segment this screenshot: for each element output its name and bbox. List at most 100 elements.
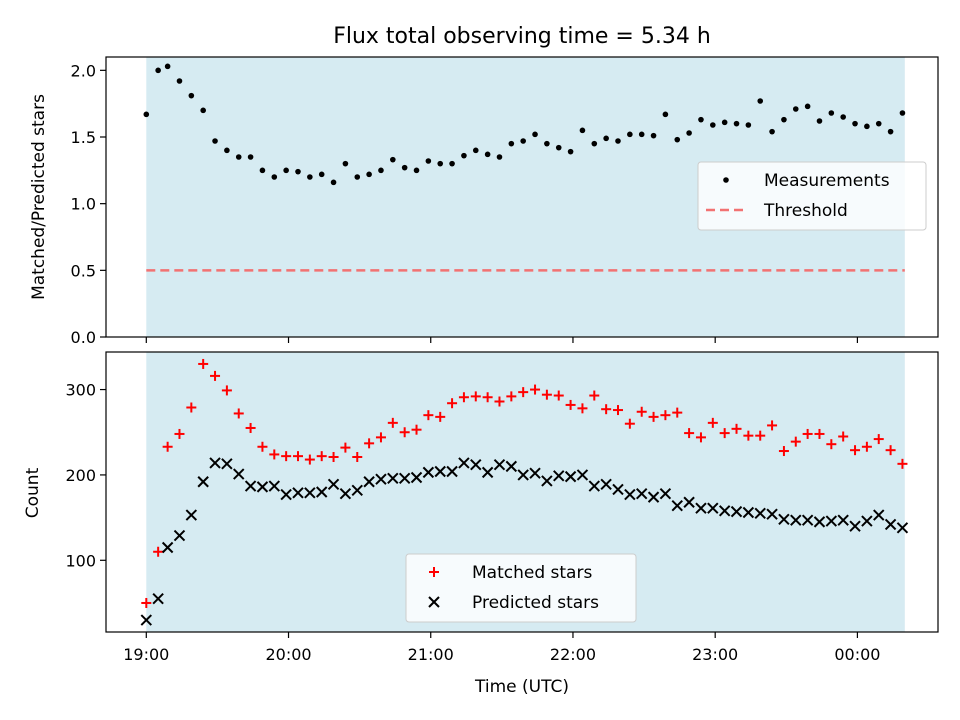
measurement-point (579, 127, 586, 134)
legend-box (405, 553, 637, 623)
matched-star-point (375, 432, 386, 443)
predicted-star-point (707, 502, 719, 514)
matched-star-point (897, 458, 908, 469)
measurement-point (283, 167, 289, 174)
measurement-point (603, 135, 609, 142)
count-y-tick-label: 200 (65, 466, 96, 485)
predicted-star-point (884, 518, 897, 531)
matched-star-point (304, 454, 315, 465)
predicted-star-point (363, 476, 375, 488)
predicted-star-point (564, 470, 577, 483)
matched-star-point (257, 441, 268, 452)
measurement-point (781, 116, 787, 123)
measurement-point (638, 131, 645, 138)
predicted-star-point (197, 476, 209, 488)
predicted-star-point (398, 472, 411, 485)
matched-star-point (731, 423, 742, 434)
matched-star-point (743, 430, 754, 441)
predicted-star-point (778, 513, 790, 526)
predicted-star-point (327, 478, 340, 491)
matched-star-point (470, 391, 481, 402)
predicted-star-point (481, 466, 494, 479)
predicted-star-point (233, 468, 245, 480)
x-axis-label: Time (UTC) (474, 677, 569, 697)
predicted-star-point (861, 515, 873, 527)
measurement-point (318, 171, 325, 178)
matched-star-point (281, 451, 292, 462)
x-tick-label: 00:00 (834, 645, 880, 664)
measurement-point (212, 138, 218, 144)
measurement-point (259, 167, 266, 174)
matched-star-point (684, 428, 695, 439)
measurement-point (792, 106, 799, 112)
matched-star-point (790, 436, 801, 447)
predicted-star-point (351, 484, 363, 496)
legend-label: Matched stars (472, 563, 592, 583)
predicted-star-point (375, 473, 387, 485)
legend-swatch (428, 596, 440, 608)
matched-star-point (518, 387, 529, 398)
predicted-star-point (896, 522, 909, 534)
matched-star-point (707, 417, 718, 428)
measurement-point (354, 174, 361, 180)
matched-star-point (672, 407, 683, 418)
count-y-tick-label: 300 (65, 381, 96, 400)
predicted-star-point (742, 506, 755, 519)
measurement-point (330, 179, 337, 186)
matched-star-point (850, 445, 861, 456)
predicted-star-point (553, 470, 565, 482)
ratio-y-tick-label: 0.5 (71, 261, 96, 280)
measurement-point (745, 122, 752, 128)
predicted-star-point (268, 480, 281, 492)
measurement-point (247, 154, 254, 160)
measurement-point (390, 156, 396, 163)
x-tick-label: 23:00 (692, 645, 738, 664)
predicted-star-point (339, 488, 352, 500)
measurement-point (366, 171, 372, 178)
measurement-point (769, 128, 775, 135)
predicted-star-point (422, 466, 435, 479)
matched-star-point (613, 405, 623, 416)
matched-star-point (755, 430, 766, 441)
predicted-star-point (152, 593, 164, 605)
predicted-star-point (624, 488, 636, 501)
measurement-point (271, 174, 278, 180)
ratio-y-tick-label: 1.0 (71, 195, 96, 214)
matched-star-point (826, 439, 837, 450)
matched-star-point (364, 438, 375, 449)
measurement-point (899, 110, 906, 116)
matched-star-point (221, 385, 232, 396)
matched-star-point (141, 597, 152, 608)
measurement-point (674, 136, 681, 143)
predicted-star-point (635, 488, 648, 500)
measurement-point (840, 114, 846, 120)
measurement-point (532, 131, 538, 138)
measurement-point (804, 103, 811, 110)
legend-label: Measurements (764, 171, 890, 191)
measurement-point (176, 78, 183, 84)
measurement-point (662, 111, 669, 118)
count-y-tick-label: 100 (65, 551, 96, 570)
predicted-star-point (209, 457, 221, 469)
matched-star-point (624, 418, 635, 429)
matched-star-point (316, 451, 327, 462)
measurement-point (449, 160, 455, 167)
predicted-star-point (837, 514, 849, 526)
predicted-star-point (185, 509, 198, 521)
matched-star-point (577, 403, 588, 414)
predicted-star-point (671, 499, 683, 512)
measurement-point (155, 67, 161, 74)
x-tick-label: 22:00 (550, 645, 596, 664)
measurement-point (307, 174, 313, 180)
matched-star-point (245, 422, 256, 433)
matched-star-point (423, 410, 434, 421)
predicted-star-point (304, 487, 316, 499)
predicted-star-point (730, 505, 743, 518)
matched-star-point (802, 428, 813, 439)
predicted-star-point (718, 505, 731, 517)
measurement-point (508, 140, 515, 147)
legend-label: Threshold (763, 201, 848, 221)
predicted-star-point (849, 520, 861, 532)
predicted-star-point (813, 516, 826, 528)
measurement-point (816, 118, 823, 124)
